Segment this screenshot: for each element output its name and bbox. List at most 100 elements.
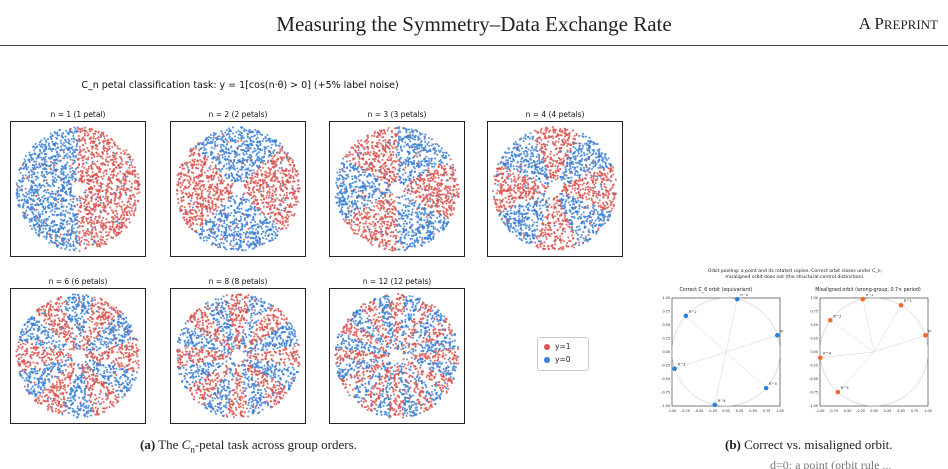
- data-point: [229, 244, 232, 247]
- data-point: [214, 207, 217, 210]
- data-point: [37, 224, 40, 227]
- data-point: [272, 162, 275, 165]
- data-point: [240, 136, 243, 139]
- data-point: [212, 194, 215, 197]
- data-point: [105, 221, 108, 224]
- data-point: [285, 217, 288, 221]
- data-point: [245, 152, 248, 155]
- data-point: [44, 145, 47, 148]
- data-point: [427, 204, 430, 207]
- data-point: [272, 201, 275, 204]
- data-point: [249, 182, 252, 185]
- data-point: [229, 139, 232, 142]
- data-point: [224, 131, 227, 134]
- data-point: [212, 228, 215, 231]
- data-point: [212, 176, 215, 179]
- data-point: [125, 206, 128, 209]
- data-point: [46, 138, 50, 141]
- data-point: [59, 159, 62, 162]
- data-point: [440, 179, 443, 182]
- data-point: [120, 152, 123, 155]
- data-point: [43, 173, 46, 176]
- data-point: [451, 198, 454, 201]
- data-point: [393, 199, 396, 203]
- data-point: [275, 217, 278, 220]
- data-point: [81, 172, 84, 175]
- data-point: [54, 228, 57, 231]
- data-point: [33, 188, 36, 192]
- data-point: [258, 157, 261, 160]
- data-point: [250, 135, 253, 138]
- data-point: [281, 184, 284, 187]
- data-point: [70, 204, 73, 207]
- data-point: [245, 140, 248, 143]
- data-point: [42, 205, 45, 208]
- data-point: [29, 224, 32, 228]
- data-point: [86, 182, 89, 185]
- data-point: [189, 224, 192, 227]
- data-point: [58, 207, 61, 210]
- data-point: [57, 186, 60, 190]
- data-point: [362, 154, 365, 157]
- data-point: [253, 212, 256, 216]
- data-point: [384, 199, 387, 202]
- data-point: [115, 231, 118, 234]
- data-point: [214, 203, 217, 206]
- data-point: [371, 243, 374, 246]
- data-point: [361, 190, 364, 193]
- data-point: [233, 165, 236, 168]
- data-point: [256, 133, 259, 136]
- data-point: [195, 211, 198, 214]
- data-point: [67, 141, 70, 144]
- data-point: [265, 181, 268, 184]
- data-point: [256, 206, 259, 209]
- data-point: [445, 202, 448, 205]
- data-point: [91, 228, 94, 231]
- data-point: [128, 166, 131, 170]
- data-point: [90, 175, 93, 178]
- data-point: [202, 236, 205, 239]
- data-point: [427, 179, 430, 182]
- data-point: [440, 164, 443, 167]
- data-point: [231, 174, 234, 178]
- data-point: [384, 149, 387, 152]
- data-point: [96, 178, 99, 182]
- data-point: [116, 172, 120, 175]
- data-point: [49, 136, 53, 139]
- data-point: [211, 157, 214, 160]
- data-point: [413, 241, 417, 244]
- data-point: [83, 205, 86, 208]
- data-point: [253, 205, 256, 208]
- data-point: [40, 145, 43, 148]
- data-point: [111, 221, 115, 224]
- data-point: [381, 158, 384, 162]
- data-point: [273, 190, 276, 193]
- data-point: [374, 170, 377, 173]
- data-point: [196, 206, 199, 209]
- data-point: [94, 147, 97, 150]
- data-point: [97, 215, 100, 218]
- data-point: [285, 153, 288, 156]
- data-point: [387, 145, 390, 148]
- data-point: [246, 171, 249, 174]
- data-point: [201, 208, 204, 212]
- data-point: [258, 140, 261, 143]
- data-point: [61, 144, 64, 147]
- data-point: [192, 171, 195, 175]
- data-point: [50, 164, 53, 167]
- data-point: [226, 234, 229, 237]
- data-point: [133, 166, 137, 169]
- data-point: [442, 153, 445, 157]
- data-point: [217, 196, 220, 199]
- data-point: [41, 196, 44, 199]
- data-point: [23, 199, 26, 202]
- data-point: [266, 133, 269, 136]
- data-point: [267, 203, 270, 206]
- data-point: [220, 209, 223, 212]
- data-point: [286, 213, 289, 216]
- data-point: [397, 132, 400, 135]
- data-point: [269, 211, 272, 214]
- data-point: [189, 147, 192, 150]
- data-point: [260, 227, 264, 230]
- data-point: [271, 189, 275, 192]
